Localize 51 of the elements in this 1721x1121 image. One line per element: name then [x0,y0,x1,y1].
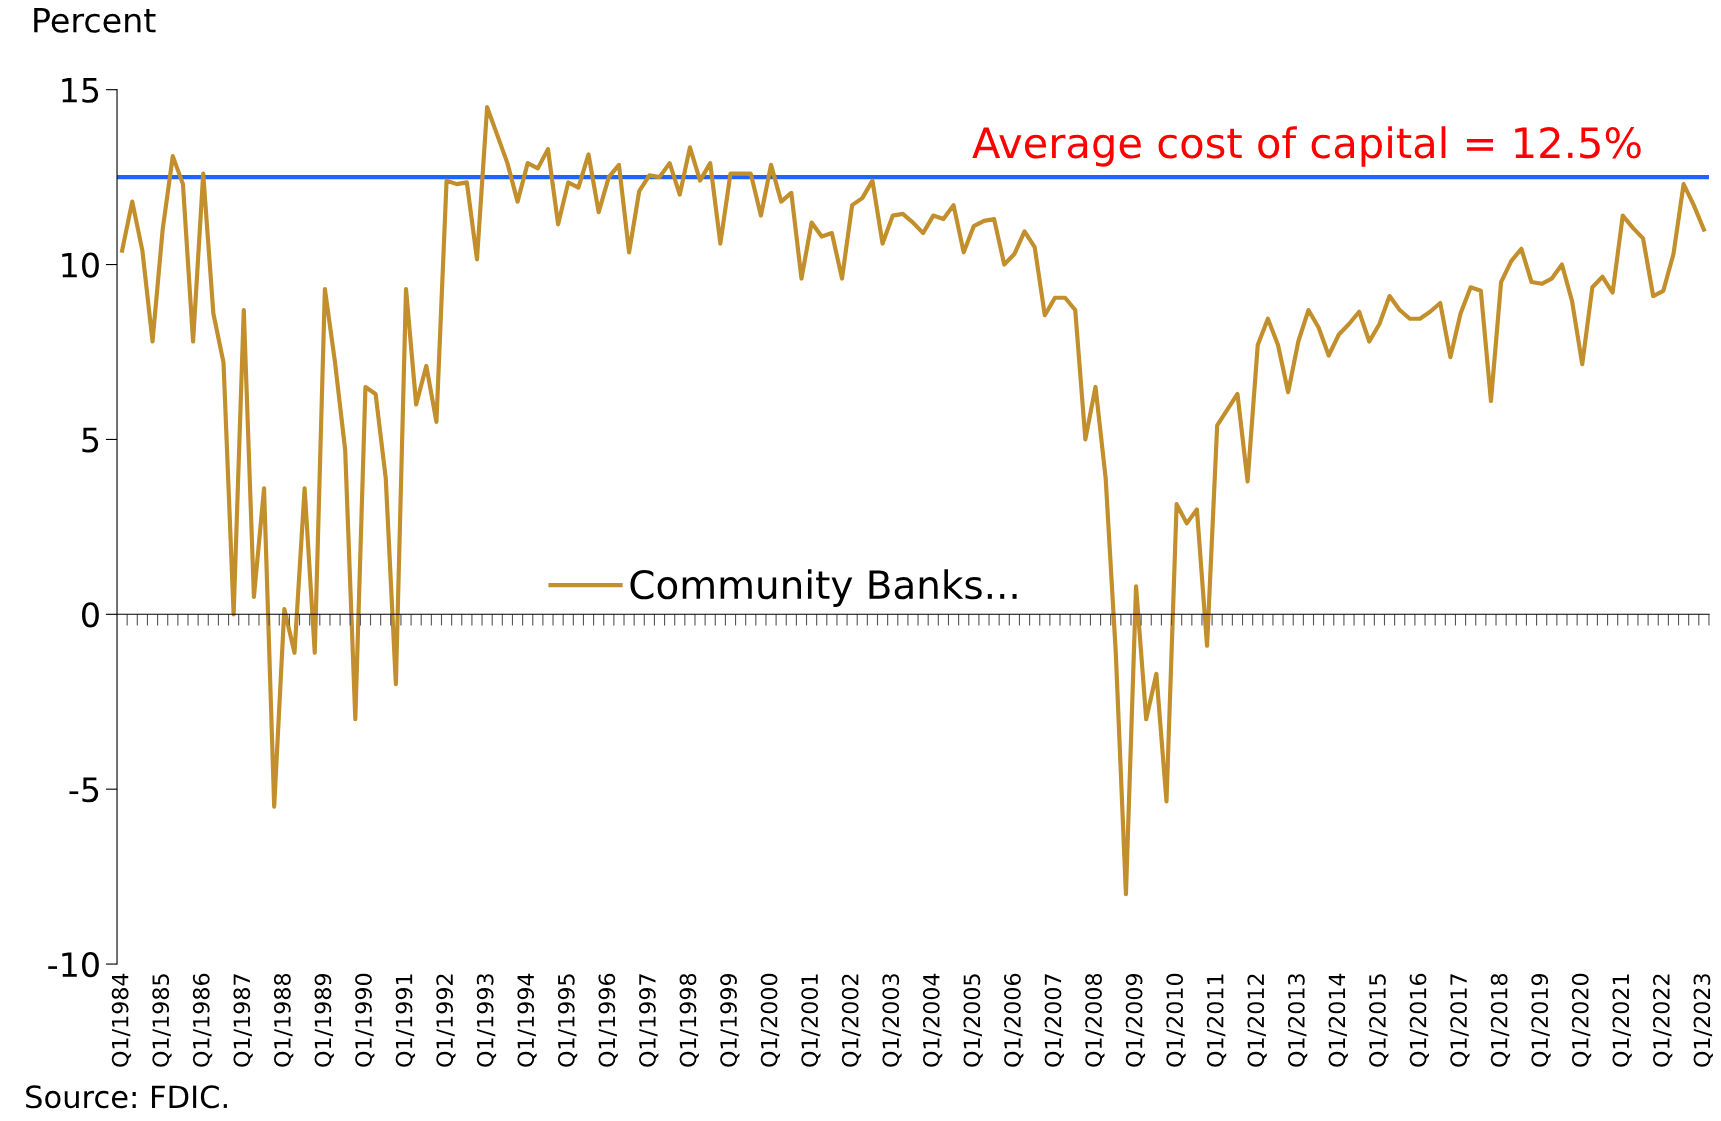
y-axis-title: Percent [34,8,156,33]
x-tick-label: Q1/2000 [760,973,781,1067]
x-tick-label: Q1/2020 [1571,973,1592,1067]
source-note: Source: FDIC. [26,1085,227,1109]
x-tick-label: Q1/2015 [1369,974,1389,1067]
y-tick-label: -5 [69,777,99,803]
x-tick-label: Q1/1997 [639,974,659,1067]
x-tick-label: Q1/2013 [1287,974,1308,1067]
x-tick-label: Q1/1991 [395,974,415,1067]
x-tick-label: Q1/2002 [841,974,862,1067]
x-tick-label: Q1/2009 [1125,973,1146,1067]
x-tick-label: Q1/1998 [679,973,699,1067]
x-tick-label: Q1/1989 [314,973,334,1067]
line-series [120,105,1706,897]
x-tick-label: Q1/2017 [1450,974,1470,1067]
x-tick-label: Q1/1986 [192,973,213,1067]
y-tick-label: -10 [48,951,99,978]
x-tick-label: Q1/2007 [1044,974,1064,1067]
y-tick-label: 15 [62,78,99,103]
x-tick-label: Q1/2012 [1247,974,1267,1067]
x-tick-label: Q1/1999 [720,973,740,1067]
legend-label: Community Banks... [630,569,1017,607]
x-tick-label: Q1/2023 [1693,974,1713,1067]
x-tick-label: Q1/2003 [882,974,902,1067]
x-tick-label: Q1/2022 [1652,974,1673,1067]
x-tick-label: Q1/2019 [1531,973,1551,1067]
x-tick-label: Q1/2008 [1085,973,1105,1067]
y-tick-label: 0 [82,602,99,628]
x-tick-label: Q1/1993 [476,974,497,1067]
x-tick-label: Q1/2006 [1004,973,1024,1067]
x-tick-label: Q1/1985 [152,974,172,1067]
x-tick-label: Q1/1988 [273,973,294,1067]
ref-line-label: Average cost of capital = 12.5% [972,126,1641,167]
x-tick-label: Q1/1995 [557,974,578,1067]
x-tick-label: Q1/1996 [598,973,618,1067]
x-tick-label: Q1/2016 [1409,973,1429,1067]
x-tick-label: Q1/2010 [1166,973,1186,1067]
x-tick-label: Q1/1984 [111,973,132,1067]
x-tick-label: Q1/2011 [1206,974,1227,1067]
y-tick-label: 10 [62,252,99,278]
x-tick-label: Q1/1990 [355,973,375,1067]
x-tick-label: Q1/2004 [922,973,943,1067]
x-tick-label: Q1/1994 [517,973,537,1067]
x-tick-label: Q1/2018 [1490,973,1511,1067]
x-tick-label: Q1/1987 [233,974,253,1067]
x-tick-label: Q1/2021 [1612,974,1632,1067]
x-tick-label: Q1/2014 [1328,973,1348,1067]
x-tick-label: Q1/2001 [801,974,821,1067]
y-tick-label: 5 [82,427,99,453]
x-tick-label: Q1/2005 [963,974,983,1067]
x-tick-label: Q1/1992 [436,974,456,1067]
